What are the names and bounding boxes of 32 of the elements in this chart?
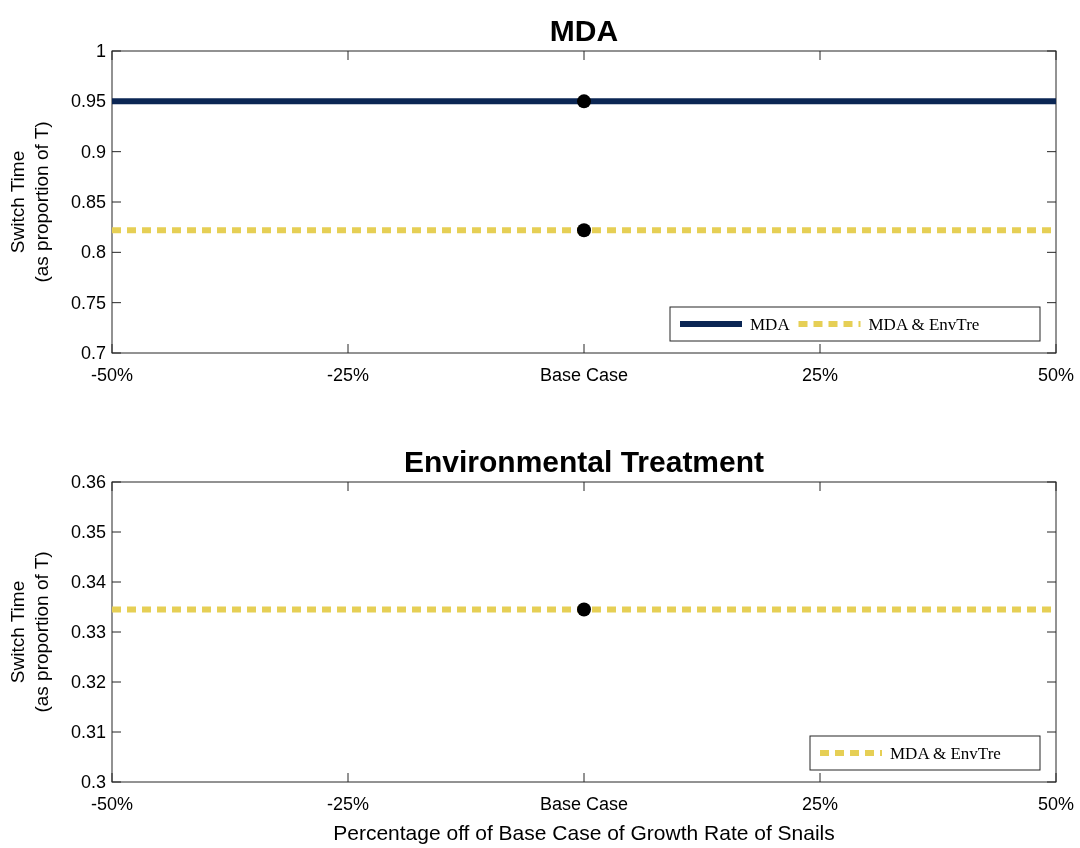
x-tick-label: 25%	[801, 365, 839, 385]
y-tick-label: 0.34	[70, 572, 106, 592]
y-tick-label: 0.32	[70, 672, 106, 692]
x-tick-label: -50%	[90, 794, 134, 814]
x-tick-label: 25%	[801, 794, 839, 814]
chart-title: Environmental Treatment	[403, 445, 765, 478]
y-axis-title: Switch Time (as proportion of T)	[7, 121, 52, 283]
y-tick-label: 0.33	[70, 622, 106, 642]
x-tick-label: -25%	[326, 794, 370, 814]
y-tick-label: 1	[95, 41, 106, 61]
y-tick-label: 0.8	[80, 242, 106, 263]
x-tick-label: Base Case	[539, 365, 629, 385]
x-tick-label: 50%	[1037, 365, 1075, 385]
y-tick-label: 0.85	[70, 192, 106, 212]
x-tick-label: -25%	[326, 365, 370, 385]
y-tick-label: 0.9	[80, 141, 106, 162]
y-tick-label: 0.3	[80, 772, 106, 792]
y-axis-title: Switch Time (as proportion of T)	[7, 551, 52, 713]
x-axis-title: Percentage off of Base Case of Growth Rate of Snails	[333, 821, 835, 844]
y-tick-label: 0.95	[70, 91, 106, 112]
chart-title: MDA	[549, 14, 619, 47]
legend-label: MDA & EnvTre	[890, 744, 1001, 763]
y-tick-label: 0.36	[70, 472, 106, 492]
x-tick-label: -50%	[90, 365, 134, 385]
x-tick-label: 50%	[1037, 794, 1075, 814]
y-tick-label: 0.35	[70, 522, 106, 542]
y-tick-label: 0.7	[80, 343, 106, 363]
legend-label: MDA & EnvTre	[868, 315, 980, 334]
y-tick-label: 0.31	[70, 722, 106, 742]
y-tick-label: 0.75	[70, 292, 106, 313]
legend-label: MDA	[750, 315, 791, 334]
x-tick-label: Base Case	[539, 794, 629, 814]
